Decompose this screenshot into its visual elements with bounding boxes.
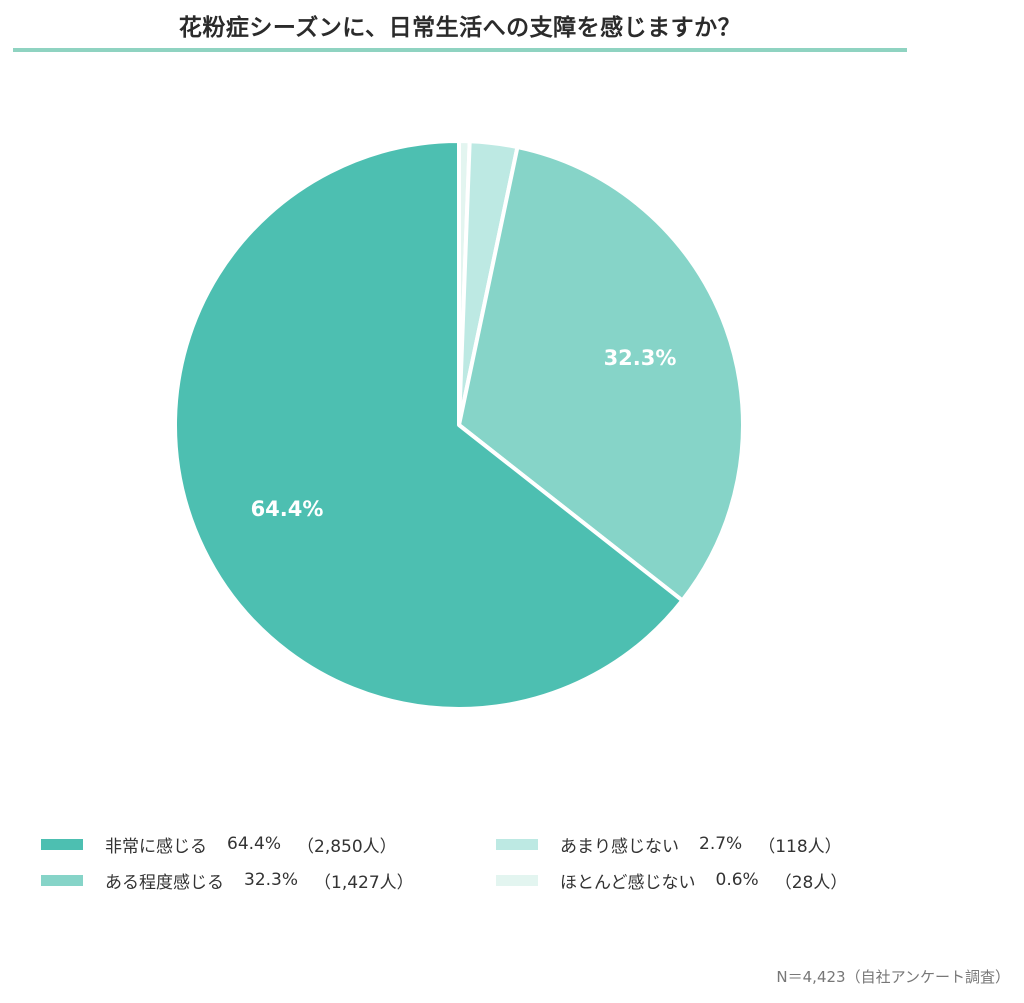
slice-moderate: [457, 145, 745, 603]
legend-label: 非常に感じる: [105, 836, 207, 857]
legend-label: ほとんど感じない: [560, 872, 696, 893]
legend-percent: 0.6%: [715, 870, 759, 890]
pie-chart: [173, 139, 745, 711]
slice-very: [173, 139, 685, 711]
legend-percent: 64.4%: [227, 834, 282, 854]
legend-item-little: あまり感じない 2.7% （118人）: [496, 831, 842, 857]
legend-count: （28人）: [774, 872, 848, 893]
legend-swatch: [496, 874, 538, 886]
sample-size-note: N＝4,423（自社アンケート調査）: [776, 968, 1010, 986]
slice-label-moderate: 32.3%: [603, 346, 677, 370]
legend-count: （118人）: [758, 836, 842, 857]
chart-title: 花粉症シーズンに、日常生活への支障を感じますか？: [178, 15, 742, 41]
legend-percent: 2.7%: [699, 834, 743, 854]
legend-item-very: 非常に感じる 64.4% （2,850人）: [41, 831, 397, 857]
legend-label: ある程度感じる: [105, 872, 224, 893]
legend-swatch: [496, 838, 538, 850]
legend: 非常に感じる 64.4% （2,850人） ある程度感じる 32.3% （1,4…: [0, 831, 1024, 901]
legend-label: あまり感じない: [560, 836, 679, 857]
title-underline: [13, 48, 907, 52]
legend-count: （2,850人）: [297, 836, 397, 857]
legend-count: （1,427人）: [314, 872, 414, 893]
legend-swatch: [41, 838, 83, 850]
legend-percent: 32.3%: [244, 870, 299, 890]
legend-item-hardly: ほとんど感じない 0.6% （28人）: [496, 867, 847, 893]
legend-swatch: [41, 874, 83, 886]
slice-label-very: 64.4%: [250, 497, 324, 521]
legend-item-moderate: ある程度感じる 32.3% （1,427人）: [41, 867, 414, 893]
